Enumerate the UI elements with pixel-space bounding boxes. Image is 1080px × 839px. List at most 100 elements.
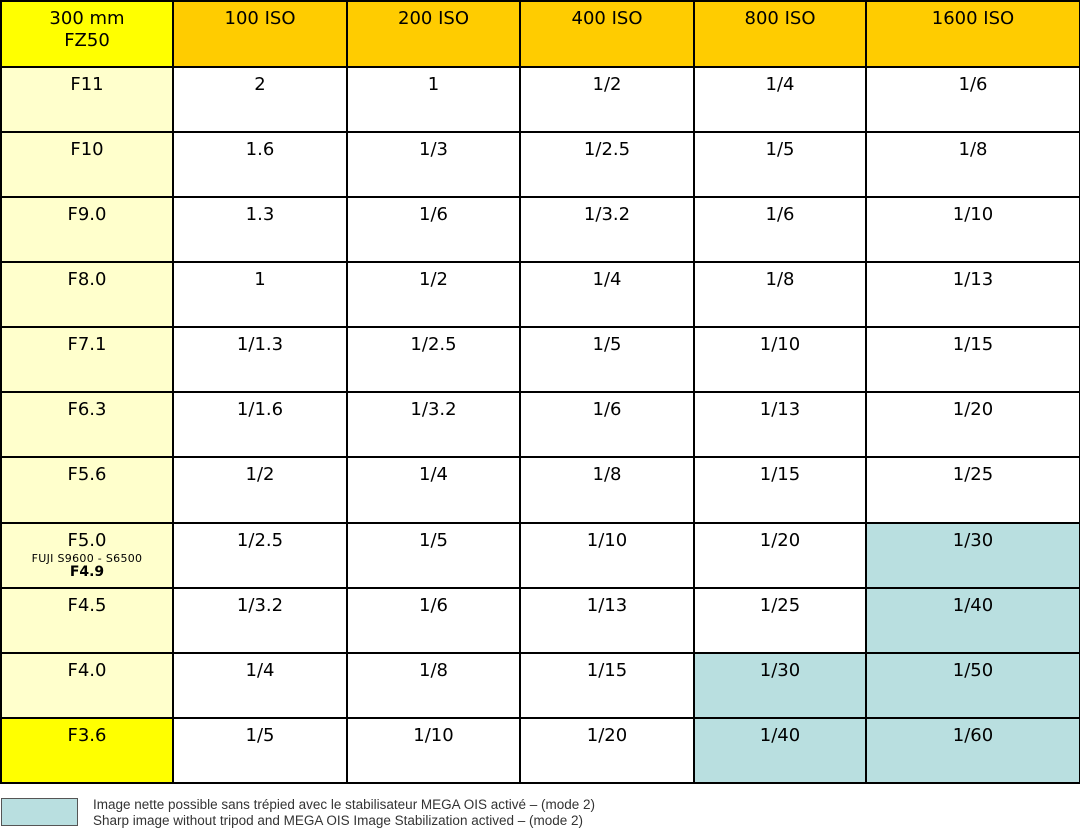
column-header-iso-200: 200 ISO [346, 0, 521, 68]
shutter-speed-cell: 1/40 [693, 716, 867, 785]
aperture-label: F11 [70, 74, 104, 95]
shutter-speed-cell: 1 [172, 261, 348, 329]
shutter-speed-cell: 1/10 [693, 326, 867, 394]
table-row: F6.3 1/1.6 1/3.2 1/6 1/13 1/20 [0, 391, 1080, 459]
shutter-speed-cell: 1/2.5 [172, 521, 348, 589]
shutter-speed-cell: 1/4 [519, 261, 695, 329]
shutter-speed-cell: 1/30 [865, 521, 1080, 589]
row-label-cell: F6.3 [0, 391, 174, 459]
shutter-speed-cell: 1/5 [172, 716, 348, 785]
row-label-cell: F3.6 [0, 716, 174, 785]
shutter-speed-cell: 1/25 [693, 586, 867, 654]
shutter-speed-cell: 1/4 [693, 65, 867, 134]
exposure-table: 300 mm FZ50 100 ISO 200 ISO 400 ISO 800 … [0, 0, 1080, 785]
shutter-speed-cell: 1/1.3 [172, 326, 348, 394]
shutter-speed-cell: 1.6 [172, 131, 348, 199]
column-header-iso-100: 100 ISO [172, 0, 348, 68]
shutter-speed-cell: 1/13 [519, 586, 695, 654]
legend: Image nette possible sans trépied avec l… [1, 797, 1001, 834]
shutter-speed-cell: 1/5 [519, 326, 695, 394]
aperture-label: F10 [70, 139, 104, 161]
aperture-label: F8.0 [67, 269, 107, 291]
shutter-speed-cell: 1/40 [865, 586, 1080, 654]
corner-camera-model: FZ50 [64, 30, 110, 51]
shutter-speed-cell: 1/3.2 [172, 586, 348, 654]
row-label-cell: F10 [0, 131, 174, 199]
shutter-speed-cell: 1/10 [346, 716, 521, 785]
shutter-speed-cell: 1/6 [519, 391, 695, 459]
row-label-cell: F5.6 [0, 456, 174, 524]
corner-focal-length: 300 mm [49, 8, 125, 29]
shutter-speed-cell: 1/6 [346, 196, 521, 264]
aperture-label: F5.0 [67, 529, 107, 551]
shutter-speed-cell: 1/30 [693, 651, 867, 719]
aperture-sublabel-value: F4.9 [69, 563, 105, 580]
shutter-speed-cell: 1/6 [693, 196, 867, 264]
shutter-speed-cell: 1/13 [865, 261, 1080, 329]
table-row: F4.5 1/3.2 1/6 1/13 1/25 1/40 [0, 586, 1080, 654]
shutter-speed-cell: 1/2 [346, 261, 521, 329]
header-row: 300 mm FZ50 100 ISO 200 ISO 400 ISO 800 … [0, 0, 1080, 68]
shutter-speed-cell: 1/20 [519, 716, 695, 785]
shutter-speed-cell: 2 [172, 65, 348, 134]
shutter-speed-cell: 1/8 [693, 261, 867, 329]
legend-text-english: Sharp image without tripod and MEGA OIS … [93, 813, 584, 828]
legend-swatch-stabilized [1, 798, 78, 826]
aperture-sublabel: FUJI S9600 - S6500 [31, 551, 143, 565]
shutter-speed-cell: 1/8 [519, 456, 695, 524]
shutter-speed-cell: 1/10 [519, 521, 695, 589]
row-label-cell: F9.0 [0, 196, 174, 264]
aperture-label: F3.6 [67, 724, 107, 746]
table-row: F4.0 1/4 1/8 1/15 1/30 1/50 [0, 651, 1080, 719]
shutter-speed-cell: 1/6 [865, 65, 1080, 134]
table-row: F5.6 1/2 1/4 1/8 1/15 1/25 [0, 456, 1080, 524]
legend-text: Image nette possible sans trépied avec l… [93, 797, 595, 829]
row-label-cell: F4.5 [0, 586, 174, 654]
shutter-speed-cell: 1/25 [865, 456, 1080, 524]
row-label-cell: F4.0 [0, 651, 174, 719]
table-row: F3.6 1/5 1/10 1/20 1/40 1/60 [0, 716, 1080, 785]
aperture-label: F5.6 [67, 464, 107, 486]
table-body: F11 2 1 1/2 1/4 1/6 F10 1.6 1/3 1/2.5 1/5 1/8 F9.0 1.… [0, 65, 1080, 785]
aperture-label: F9.0 [67, 204, 107, 226]
shutter-speed-cell: 1/6 [346, 586, 521, 654]
shutter-speed-cell: 1/2.5 [346, 326, 521, 394]
legend-text-french: Image nette possible sans trépied avec l… [93, 797, 595, 812]
aperture-label: F4.0 [67, 659, 107, 681]
table-row: F7.1 1/1.3 1/2.5 1/5 1/10 1/15 [0, 326, 1080, 394]
shutter-speed-cell: 1/3.2 [519, 196, 695, 264]
table-row: F11 2 1 1/2 1/4 1/6 [0, 65, 1080, 134]
shutter-speed-cell: 1 [346, 65, 521, 134]
shutter-speed-cell: 1/20 [865, 391, 1080, 459]
column-header-iso-1600: 1600 ISO [865, 0, 1080, 68]
shutter-speed-cell: 1/15 [693, 456, 867, 524]
aperture-label: F4.5 [67, 594, 107, 616]
row-label-cell: F8.0 [0, 261, 174, 329]
table-row: F10 1.6 1/3 1/2.5 1/5 1/8 [0, 131, 1080, 199]
row-label-cell: F7.1 [0, 326, 174, 394]
table-row: F5.0 FUJI S9600 - S6500 F4.9 1/2.5 1/5 1/10 1/… [0, 521, 1080, 589]
shutter-speed-cell: 1/8 [865, 131, 1080, 199]
shutter-speed-cell: 1/8 [346, 651, 521, 719]
aperture-label: F7.1 [67, 334, 107, 356]
shutter-speed-cell: 1/2 [519, 65, 695, 134]
row-label-cell: F11 [0, 65, 174, 134]
shutter-speed-cell: 1/20 [693, 521, 867, 589]
shutter-speed-cell: 1/4 [346, 456, 521, 524]
shutter-speed-cell: 1/60 [865, 716, 1080, 785]
corner-cell: 300 mm FZ50 [0, 0, 174, 68]
shutter-speed-cell: 1/13 [693, 391, 867, 459]
shutter-speed-cell: 1/15 [519, 651, 695, 719]
shutter-speed-cell: 1/4 [172, 651, 348, 719]
shutter-speed-cell: 1/1.6 [172, 391, 348, 459]
column-header-iso-400: 400 ISO [519, 0, 695, 68]
shutter-speed-cell: 1/10 [865, 196, 1080, 264]
shutter-speed-cell: 1/2.5 [519, 131, 695, 199]
shutter-speed-cell: 1.3 [172, 196, 348, 264]
shutter-speed-cell: 1/5 [346, 521, 521, 589]
shutter-speed-cell: 1/15 [865, 326, 1080, 394]
column-header-iso-800: 800 ISO [693, 0, 867, 68]
table-row: F8.0 1 1/2 1/4 1/8 1/13 [0, 261, 1080, 329]
table-row: F9.0 1.3 1/6 1/3.2 1/6 1/10 [0, 196, 1080, 264]
aperture-label: F6.3 [67, 399, 107, 421]
